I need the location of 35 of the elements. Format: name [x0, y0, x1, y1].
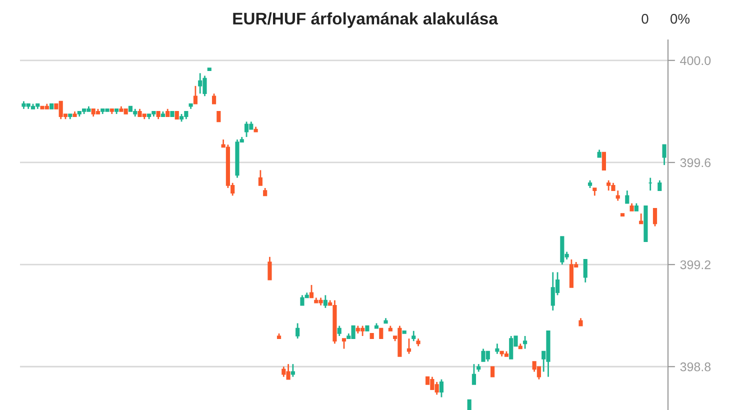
candlestick: [323, 294, 328, 309]
text: 0%: [670, 14, 690, 24]
candlestick: [472, 363, 476, 386]
candlestick: [244, 120, 249, 138]
candlestick: [193, 85, 198, 104]
candlestick: [602, 152, 606, 171]
candlestick: [658, 180, 662, 192]
candlestick: [583, 258, 588, 284]
candlestick: [662, 144, 666, 166]
y-tick-label: 399.2: [680, 260, 710, 270]
text: 0: [642, 14, 648, 24]
candlestick: [412, 330, 416, 342]
candlestick: [309, 284, 314, 298]
candlestick: [652, 208, 658, 227]
candlestick: [625, 190, 630, 204]
candlestick: [495, 342, 500, 355]
candlestick: [216, 111, 221, 122]
y-tick-label: 398.8: [680, 362, 711, 372]
candlestick: [639, 212, 644, 224]
candlestick: [258, 169, 262, 186]
candlestick: [490, 366, 495, 378]
candlestick: [337, 325, 342, 337]
candlestick: [439, 378, 444, 398]
candlestick: [290, 363, 295, 378]
chart-title: EUR/HUF árfolyamának alakulása: [233, 12, 498, 28]
y-tick-label: 400.0: [680, 56, 711, 66]
candlestick: [406, 338, 412, 355]
candlestick: [522, 335, 528, 350]
y-tick-label: 399.6: [680, 158, 711, 168]
candlestick: [296, 322, 300, 340]
candlestick: [467, 399, 472, 410]
candlestick: [212, 92, 216, 104]
candlestick: [379, 328, 384, 339]
candlestick: [268, 256, 272, 281]
candlestick: [342, 338, 346, 350]
